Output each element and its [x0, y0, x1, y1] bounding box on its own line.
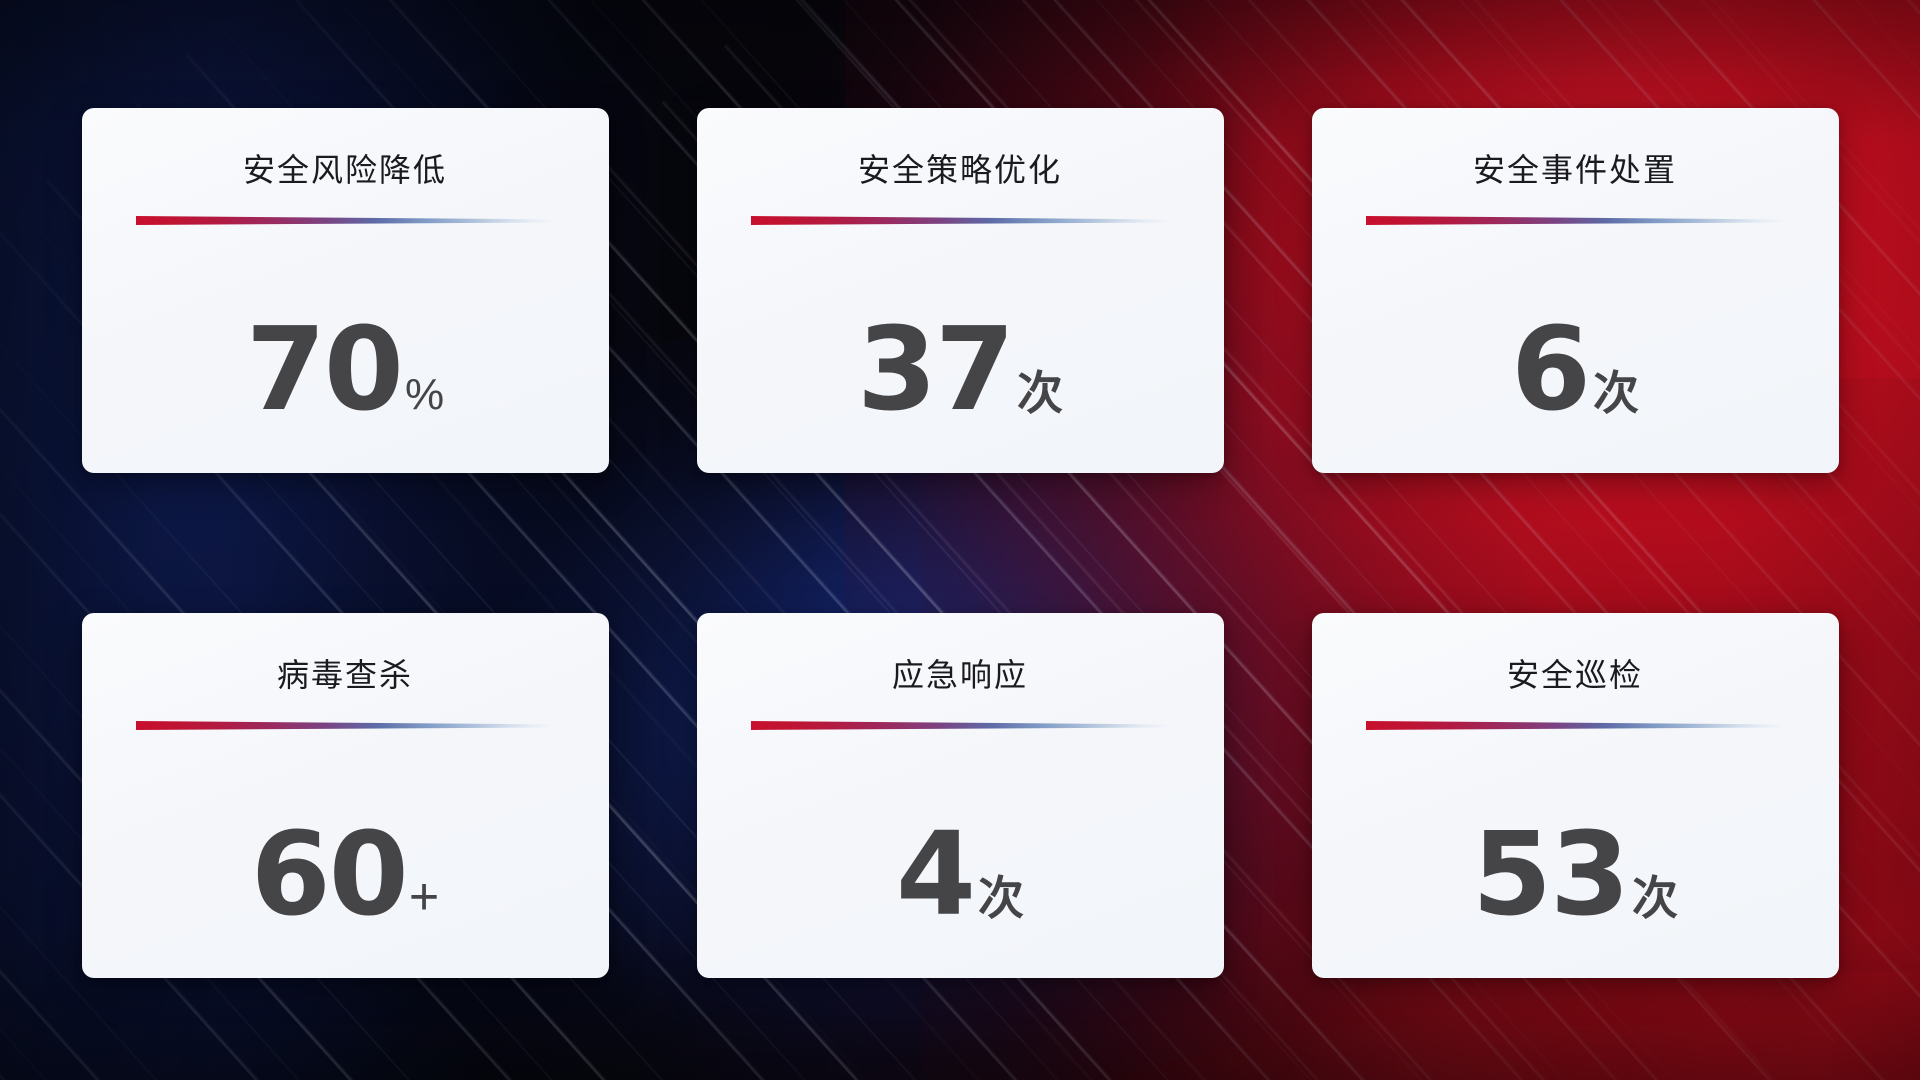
stat-card-unit: %	[404, 369, 445, 419]
stat-card-unit: +	[408, 867, 440, 926]
stat-card-value: 60 +	[250, 807, 440, 942]
stat-card-unit: 次	[1593, 366, 1640, 419]
stat-card-divider	[136, 721, 555, 730]
stat-card-security-risk-reduction[interactable]: 安全风险降低 70 %	[81, 108, 609, 473]
stat-card-number: 60	[250, 807, 409, 942]
stat-card-title: 应急响应	[891, 657, 1028, 693]
stat-card-number: 6	[1510, 302, 1591, 437]
stat-card-divider	[1366, 721, 1785, 730]
stat-card-unit: 次	[978, 871, 1025, 924]
stat-card-number: 53	[1471, 807, 1630, 942]
stat-card-divider	[136, 216, 555, 225]
stat-card-number: 70	[245, 302, 404, 437]
stat-card-number: 4	[895, 807, 976, 942]
stat-card-divider	[751, 216, 1170, 225]
stat-card-title: 安全策略优化	[857, 152, 1062, 188]
stat-card-title: 安全事件处置	[1472, 152, 1677, 188]
stat-card-value: 53 次	[1471, 807, 1679, 942]
stat-card-number: 37	[856, 302, 1015, 437]
stat-card-value: 70 %	[245, 302, 445, 437]
stat-card-divider	[751, 721, 1170, 730]
stat-card-security-policy-optimization[interactable]: 安全策略优化 37 次	[696, 108, 1224, 473]
stat-card-virus-removal[interactable]: 病毒查杀 60 +	[81, 613, 609, 978]
stat-card-security-incident-handling[interactable]: 安全事件处置 6 次	[1311, 108, 1839, 473]
stat-card-emergency-response[interactable]: 应急响应 4 次	[696, 613, 1224, 978]
stat-card-title: 病毒查杀	[276, 657, 413, 693]
stat-card-title: 安全巡检	[1506, 657, 1643, 693]
stat-card-divider	[1366, 216, 1785, 225]
stat-card-value: 37 次	[856, 302, 1064, 437]
stat-card-title: 安全风险降低	[242, 152, 447, 188]
stat-card-value: 6 次	[1510, 302, 1640, 437]
stat-card-security-inspection[interactable]: 安全巡检 53 次	[1311, 613, 1839, 978]
stat-card-unit: 次	[1632, 871, 1679, 924]
stat-card-value: 4 次	[895, 807, 1025, 942]
stat-card-unit: 次	[1017, 366, 1064, 419]
